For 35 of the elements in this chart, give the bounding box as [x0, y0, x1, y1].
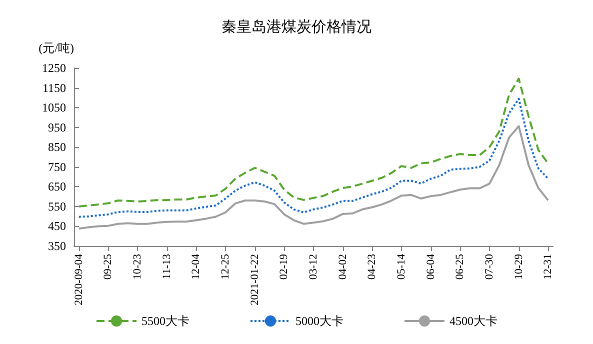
x-tick-label: 2020-09-04 — [72, 254, 85, 306]
x-tick-label: 10-23 — [132, 254, 144, 280]
chart-title: 秦皇岛港煤炭价格情况 — [222, 18, 372, 36]
x-tick-label: 09-25 — [102, 254, 114, 280]
y-tick-label: 450 — [48, 219, 66, 234]
x-tick-label: 11-13 — [160, 254, 173, 280]
legend-label: 5000大卡 — [296, 314, 344, 328]
x-tick-label: 07-30 — [483, 254, 496, 280]
legend-label: 5500大卡 — [142, 314, 190, 328]
y-tick-label: 650 — [48, 180, 66, 194]
y-tick-label: 750 — [48, 160, 66, 174]
x-tick-label: 02-19 — [278, 254, 290, 280]
y-tick-label: 1050 — [42, 100, 66, 115]
y-tick-label: 850 — [48, 140, 66, 154]
line-series — [78, 98, 550, 218]
x-tick-label: 03-12 — [308, 254, 320, 280]
line-series — [78, 125, 550, 230]
y-tick-label: 950 — [48, 120, 66, 134]
legend-label: 4500大卡 — [450, 314, 498, 328]
x-tick-label: 04-23 — [366, 254, 378, 280]
x-tick-label: 05-14 — [395, 254, 408, 280]
x-tick-label: 10-29 — [512, 254, 525, 280]
y-axis-title: (元/吨) — [38, 41, 74, 55]
x-tick-label: 06-04 — [424, 254, 437, 280]
x-tick-label: 2021-01-22 — [248, 254, 261, 306]
x-tick-label: 06-25 — [454, 254, 466, 280]
y-tick-label: 1250 — [42, 61, 66, 75]
x-tick-label: 12-04 — [190, 254, 202, 280]
y-tick-label: 350 — [48, 239, 66, 253]
x-tick-label: 12-25 — [220, 254, 232, 280]
y-tick-label: 1150 — [42, 80, 66, 95]
line-series — [78, 78, 550, 208]
x-tick-label: 04-02 — [336, 254, 349, 280]
y-tick-label: 550 — [48, 199, 66, 214]
x-tick-label: 12-31 — [542, 254, 554, 280]
